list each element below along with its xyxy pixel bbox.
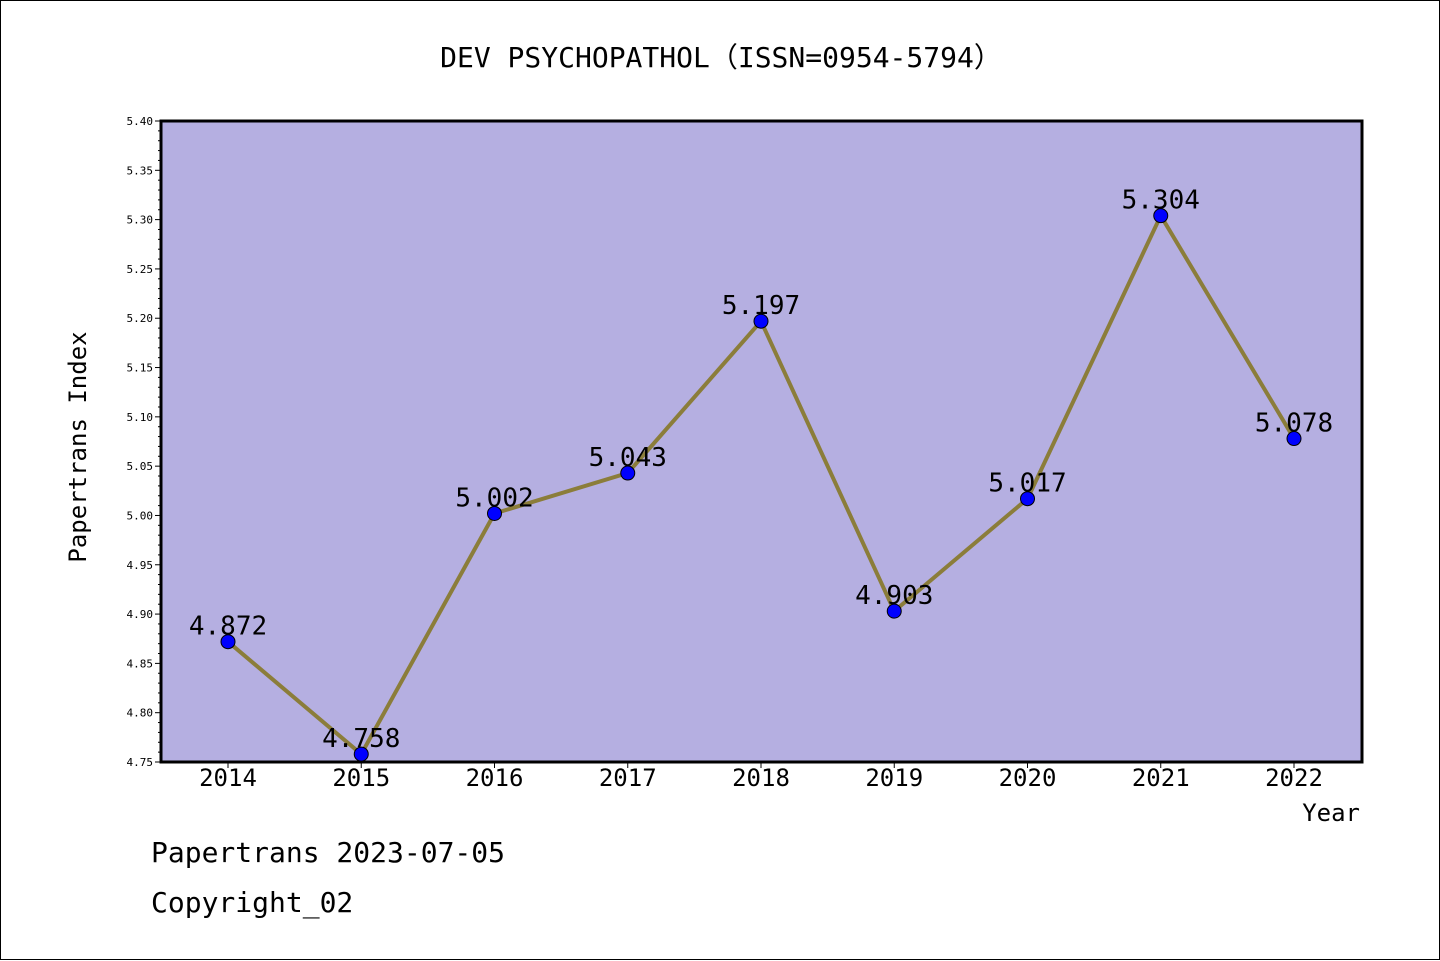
y-tick-label: 5.35: [127, 164, 154, 177]
x-tick-label: 2017: [599, 764, 657, 792]
x-axis-ticks: 2014 2015 2016 2017 2018 2019 2020 2021 2022: [199, 762, 1323, 792]
data-point: [220, 634, 236, 650]
y-tick-label: 4.75: [127, 756, 154, 769]
x-tick-label: 2016: [466, 764, 524, 792]
data-point: [353, 746, 369, 762]
y-tick-label: 5.05: [127, 460, 154, 473]
y-tick-label: 4.90: [127, 608, 154, 621]
data-point: [753, 313, 769, 329]
data-point: [886, 603, 902, 619]
data-label: 5.078: [1255, 409, 1333, 439]
data-point: [1286, 431, 1302, 447]
x-tick-label: 2021: [1132, 764, 1190, 792]
chart-title: DEV PSYCHOPATHOL（ISSN=0954-5794）: [440, 41, 1002, 74]
y-tick-label: 5.15: [127, 362, 154, 375]
y-tick-label: 5.10: [127, 411, 154, 424]
data-point: [620, 465, 636, 481]
data-label: 5.043: [589, 443, 667, 473]
x-tick-label: 2019: [865, 764, 923, 792]
data-label: 4.903: [855, 581, 933, 611]
data-label: 4.758: [322, 724, 400, 754]
data-point: [1153, 208, 1169, 224]
footer-date-text: Papertrans 2023-07-05: [151, 836, 506, 869]
y-tick-label: 5.20: [127, 312, 154, 325]
data-label: 5.002: [455, 483, 533, 513]
footer-copyright-text: Copyright_02: [151, 886, 354, 919]
y-tick-label: 5.40: [127, 115, 154, 128]
data-markers: [220, 208, 1302, 762]
data-label: 4.872: [189, 612, 267, 642]
y-axis-label: Papertrans Index: [64, 331, 92, 562]
x-tick-label: 2020: [999, 764, 1057, 792]
data-label: 5.304: [1122, 186, 1200, 216]
y-axis-ticks: 4.75 4.80 4.85 4.90 4.95 5.00 5.05 5.10 5.15 5.20…: [127, 115, 161, 769]
y-tick-label: 4.85: [127, 657, 154, 670]
y-tick-label: 5.30: [127, 214, 154, 227]
x-tick-label: 2018: [732, 764, 790, 792]
data-label: 5.197: [722, 291, 800, 321]
y-tick-label: 5.00: [127, 509, 154, 522]
plot-area: [159, 119, 1364, 764]
data-label: 5.017: [988, 469, 1066, 499]
data-point: [1020, 491, 1035, 507]
x-tick-label: 2015: [332, 764, 390, 792]
x-axis-label: Year: [1302, 799, 1360, 827]
y-tick-label: 4.80: [127, 707, 154, 720]
y-tick-label: 5.25: [127, 263, 154, 276]
data-labels: 4.872 4.758 5.002 5.043 5.197 4.903 5.017 5.304…: [189, 186, 1333, 754]
x-tick-label: 2014: [199, 764, 257, 792]
x-tick-label: 2022: [1265, 764, 1323, 792]
data-point: [487, 505, 502, 521]
y-tick-label: 4.95: [127, 559, 154, 572]
